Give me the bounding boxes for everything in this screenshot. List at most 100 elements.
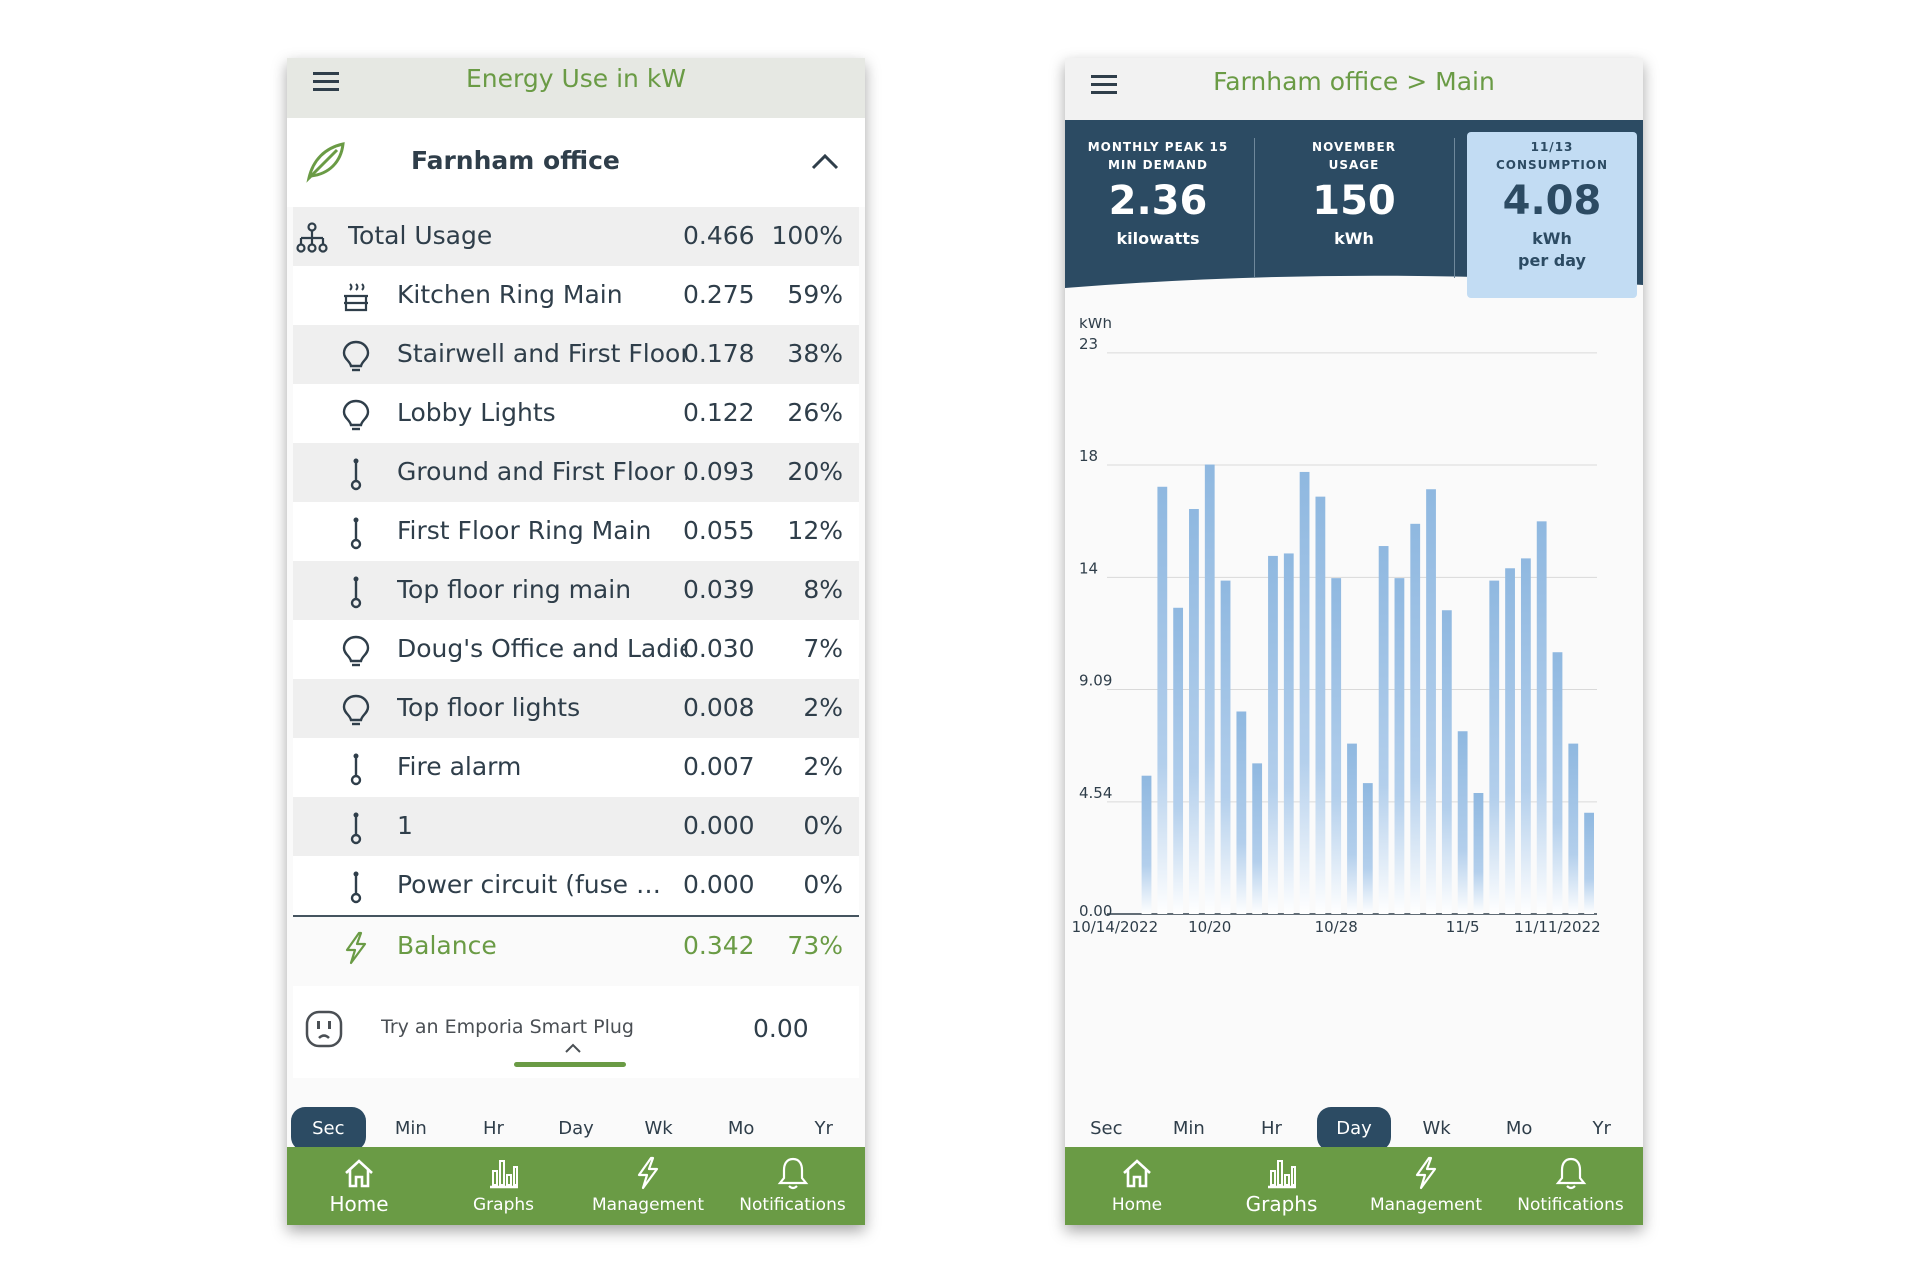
time-scale-day[interactable]: Day bbox=[1316, 1107, 1392, 1151]
x-tick-label: 10/14/2022 bbox=[1072, 918, 1158, 936]
nav-graphs[interactable]: Graphs bbox=[432, 1147, 576, 1225]
nav-home[interactable]: Home bbox=[1065, 1147, 1209, 1225]
chart-bar[interactable] bbox=[1362, 783, 1373, 914]
nav-management[interactable]: Management bbox=[576, 1147, 720, 1225]
circuit-percent: 20% bbox=[787, 457, 843, 486]
nav-label: Notifications bbox=[739, 1195, 846, 1215]
chart-bar[interactable] bbox=[1299, 471, 1310, 914]
nav-label: Home bbox=[1111, 1195, 1163, 1215]
stat-value: 2.36 bbox=[1108, 178, 1208, 224]
site-header[interactable]: Farnham office bbox=[287, 118, 865, 207]
chart-bar[interactable] bbox=[1331, 578, 1342, 914]
top-app-bar: Farnham office > Main bbox=[1065, 58, 1643, 120]
time-scale-min[interactable]: Min bbox=[394, 1118, 427, 1139]
nav-label: Home bbox=[329, 1192, 389, 1216]
leaf-icon bbox=[306, 142, 345, 183]
home-icon bbox=[345, 1159, 373, 1188]
time-scale-sec[interactable]: Sec bbox=[1090, 1118, 1123, 1139]
chart-bar[interactable] bbox=[1568, 743, 1579, 914]
time-scale-mo[interactable]: Mo bbox=[1505, 1118, 1533, 1139]
chart-bar[interactable] bbox=[1410, 523, 1421, 914]
circuit-value: 0.030 bbox=[683, 634, 755, 663]
time-scale-yr[interactable]: Yr bbox=[814, 1118, 833, 1139]
chevron-up-icon[interactable] bbox=[807, 146, 843, 176]
circuit-row[interactable]: Top floor lights 0.008 2% bbox=[293, 679, 859, 738]
smart-plug-promo[interactable]: Try an Emporia Smart Plug 0.00 bbox=[293, 986, 859, 1078]
menu-icon[interactable] bbox=[1091, 73, 1119, 97]
circuit-percent: 2% bbox=[803, 693, 843, 722]
chart-bar[interactable] bbox=[1236, 711, 1247, 914]
total-usage-label: Total Usage bbox=[348, 221, 493, 250]
nav-notifications[interactable]: Notifications bbox=[1499, 1147, 1643, 1225]
chart-bar[interactable] bbox=[1394, 578, 1405, 914]
chart-bar[interactable] bbox=[1426, 489, 1436, 914]
circuit-value: 0.000 bbox=[683, 811, 755, 840]
circuit-row[interactable]: Fire alarm 0.007 2% bbox=[293, 738, 859, 797]
time-scale-sec[interactable]: Sec bbox=[291, 1107, 366, 1151]
chart-bar[interactable] bbox=[1141, 775, 1152, 914]
chart-bar[interactable] bbox=[1220, 580, 1231, 914]
time-scale-wk[interactable]: Wk bbox=[644, 1118, 673, 1139]
time-scale-day[interactable]: Day bbox=[558, 1118, 594, 1139]
chart-bar[interactable] bbox=[1204, 464, 1215, 914]
lightbulb-icon bbox=[342, 694, 370, 726]
chart-bar[interactable] bbox=[1489, 580, 1500, 914]
chart-bar[interactable] bbox=[1283, 553, 1294, 914]
nav-home[interactable]: Home bbox=[287, 1147, 431, 1225]
chart-bar[interactable] bbox=[1584, 812, 1594, 914]
time-scale-min[interactable]: Min bbox=[1172, 1118, 1205, 1139]
circuit-row[interactable]: Doug's Office and Ladie…0.030 7% bbox=[293, 620, 859, 679]
home-icon bbox=[1123, 1159, 1151, 1188]
chart-bar[interactable] bbox=[1347, 743, 1357, 914]
time-scale-hr[interactable]: Hr bbox=[1260, 1118, 1282, 1139]
chart-bar[interactable] bbox=[1505, 568, 1515, 914]
daily-consumption-stat[interactable]: 11/13 CONSUMPTION 4.08 kWh per day bbox=[1467, 132, 1637, 298]
x-tick-label: 10/20 bbox=[1188, 918, 1231, 936]
page-title: Energy Use in kW bbox=[465, 64, 687, 93]
circuit-row[interactable]: Ground and First Floor … 0.093 20% bbox=[293, 443, 859, 502]
total-usage-row[interactable]: Total Usage 0.466 100% bbox=[293, 207, 859, 266]
chart-bar[interactable] bbox=[1441, 610, 1452, 914]
nav-notifications[interactable]: Notifications bbox=[721, 1147, 865, 1225]
bell-icon bbox=[1555, 1157, 1586, 1190]
x-tick-label: 11/5 bbox=[1446, 918, 1480, 936]
chart-bar[interactable] bbox=[1536, 521, 1547, 914]
outlet-plug-icon bbox=[350, 458, 362, 491]
circuit-row[interactable]: Top floor ring main 0.039 8% bbox=[293, 561, 859, 620]
circuit-row[interactable]: Stairwell and First Floor… 0.178 38% bbox=[293, 325, 859, 384]
balance-row[interactable]: Balance 0.342 73% bbox=[293, 915, 859, 974]
chart-bar[interactable] bbox=[1315, 496, 1326, 914]
chart-bar[interactable] bbox=[1252, 763, 1263, 914]
time-scale-hr[interactable]: Hr bbox=[482, 1118, 504, 1139]
circuit-row[interactable]: Power circuit (fuse … 0.000 0% bbox=[293, 856, 859, 915]
time-scale-mo[interactable]: Mo bbox=[727, 1118, 755, 1139]
circuit-row[interactable]: First Floor Ring Main 0.055 12% bbox=[293, 502, 859, 561]
balance-value: 0.342 bbox=[683, 931, 755, 960]
time-scale-wk[interactable]: Wk bbox=[1422, 1118, 1451, 1139]
nav-graphs[interactable]: Graphs bbox=[1210, 1147, 1354, 1225]
chart-bar[interactable] bbox=[1189, 508, 1199, 914]
circuit-value: 0.055 bbox=[683, 516, 755, 545]
circuit-row[interactable]: 1 0.000 0% bbox=[293, 797, 859, 856]
time-scale-yr[interactable]: Yr bbox=[1592, 1118, 1611, 1139]
chart-bar[interactable] bbox=[1173, 607, 1184, 914]
chart-bar[interactable] bbox=[1378, 546, 1389, 914]
nav-label: Management bbox=[592, 1195, 704, 1215]
nav-label: Management bbox=[1370, 1195, 1482, 1215]
x-tick-label: 10/28 bbox=[1315, 918, 1358, 936]
menu-icon[interactable] bbox=[313, 70, 341, 94]
drawer-handle[interactable] bbox=[514, 1062, 626, 1067]
caret-up-icon[interactable] bbox=[563, 1042, 583, 1054]
stat-label-2: CONSUMPTION bbox=[1495, 158, 1609, 172]
circuit-row[interactable]: Lobby Lights 0.122 26% bbox=[293, 384, 859, 443]
chart-bar[interactable] bbox=[1157, 486, 1168, 914]
chart-bar[interactable] bbox=[1457, 731, 1468, 914]
monthly-usage-stat: NOVEMBER USAGE 150 kWh bbox=[1269, 132, 1439, 272]
chart-bar[interactable] bbox=[1268, 555, 1278, 914]
nav-management[interactable]: Management bbox=[1354, 1147, 1498, 1225]
chart-bar[interactable] bbox=[1520, 558, 1531, 914]
circuit-row[interactable]: Kitchen Ring Main 0.275 59% bbox=[293, 266, 859, 325]
chart-bar[interactable] bbox=[1473, 792, 1484, 914]
chart-bar[interactable] bbox=[1552, 652, 1563, 914]
daily-usage-chart[interactable]: 0.00 4.54 9.09 14 18 23 kWh 10/14/2022 10/20 10/2… bbox=[1065, 318, 1643, 1088]
